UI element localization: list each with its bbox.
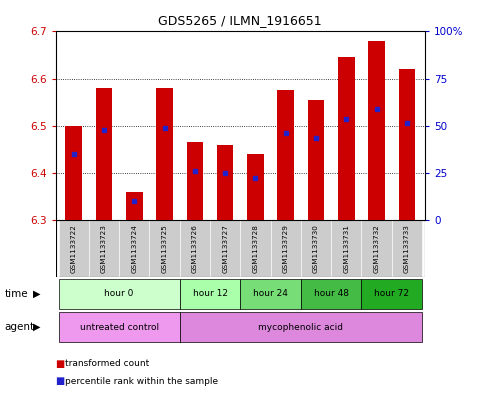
Text: GSM1133724: GSM1133724: [131, 224, 137, 273]
Text: GSM1133722: GSM1133722: [71, 224, 77, 273]
Text: GSM1133728: GSM1133728: [253, 224, 258, 273]
Bar: [180, 279, 241, 309]
Bar: [217, 145, 233, 220]
Bar: [149, 220, 180, 277]
Bar: [89, 220, 119, 277]
Bar: [126, 192, 142, 220]
Bar: [186, 142, 203, 220]
Text: time: time: [5, 289, 28, 299]
Text: GSM1133725: GSM1133725: [162, 224, 168, 273]
Text: transformed count: transformed count: [65, 359, 149, 368]
Bar: [247, 154, 264, 220]
Bar: [180, 312, 422, 342]
Bar: [156, 88, 173, 220]
Text: ▶: ▶: [32, 322, 40, 332]
Bar: [368, 41, 385, 220]
Text: GSM1133732: GSM1133732: [373, 224, 380, 273]
Bar: [308, 100, 325, 220]
Bar: [338, 57, 355, 220]
Text: mycophenolic acid: mycophenolic acid: [258, 323, 343, 332]
Bar: [58, 279, 180, 309]
Text: ■: ■: [56, 358, 65, 369]
Text: GDS5265 / ILMN_1916651: GDS5265 / ILMN_1916651: [158, 14, 322, 27]
Text: hour 72: hour 72: [374, 289, 409, 298]
Bar: [241, 279, 301, 309]
Text: hour 48: hour 48: [313, 289, 349, 298]
Text: GSM1133731: GSM1133731: [343, 224, 349, 273]
Text: hour 24: hour 24: [253, 289, 288, 298]
Text: untreated control: untreated control: [80, 323, 159, 332]
Bar: [119, 220, 149, 277]
Text: GSM1133729: GSM1133729: [283, 224, 289, 273]
Bar: [180, 220, 210, 277]
Bar: [301, 279, 361, 309]
Bar: [270, 220, 301, 277]
Text: hour 12: hour 12: [193, 289, 227, 298]
Text: GSM1133726: GSM1133726: [192, 224, 198, 273]
Bar: [331, 220, 361, 277]
Bar: [361, 220, 392, 277]
Bar: [65, 126, 82, 220]
Bar: [210, 220, 241, 277]
Text: percentile rank within the sample: percentile rank within the sample: [65, 377, 218, 386]
Text: GSM1133727: GSM1133727: [222, 224, 228, 273]
Text: hour 0: hour 0: [104, 289, 134, 298]
Bar: [398, 69, 415, 220]
Bar: [58, 312, 180, 342]
Text: agent: agent: [5, 322, 35, 332]
Text: GSM1133733: GSM1133733: [404, 224, 410, 273]
Bar: [277, 90, 294, 220]
Bar: [392, 220, 422, 277]
Bar: [58, 220, 89, 277]
Bar: [241, 220, 270, 277]
Bar: [96, 88, 113, 220]
Bar: [361, 279, 422, 309]
Text: GSM1133730: GSM1133730: [313, 224, 319, 273]
Text: ▶: ▶: [32, 289, 40, 299]
Text: GSM1133723: GSM1133723: [101, 224, 107, 273]
Text: ■: ■: [56, 376, 65, 386]
Bar: [301, 220, 331, 277]
